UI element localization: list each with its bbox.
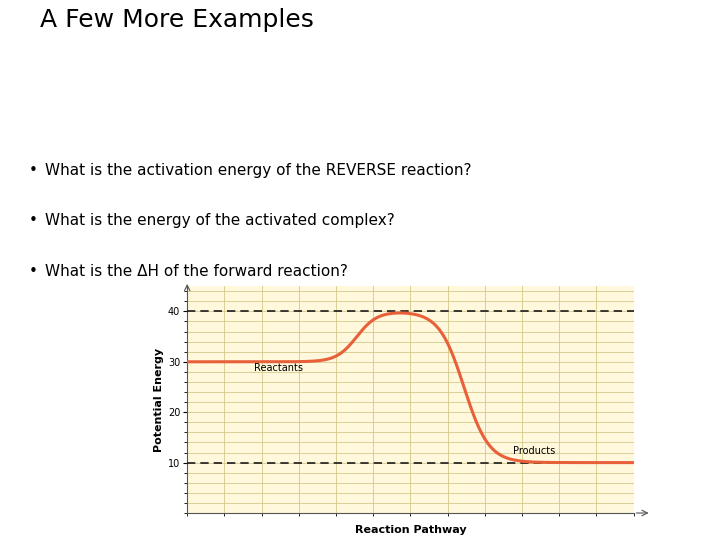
X-axis label: Reaction Pathway: Reaction Pathway: [354, 525, 467, 535]
Text: Products: Products: [513, 446, 555, 456]
Text: •: •: [29, 213, 37, 228]
Text: •: •: [29, 264, 37, 279]
Y-axis label: Potential Energy: Potential Energy: [153, 348, 163, 451]
Text: Reactants: Reactants: [254, 363, 303, 373]
Text: A Few More Examples: A Few More Examples: [40, 9, 313, 32]
Text: What is the energy of the activated complex?: What is the energy of the activated comp…: [45, 213, 395, 228]
Text: •: •: [29, 163, 37, 178]
Text: What is the activation energy of the REVERSE reaction?: What is the activation energy of the REV…: [45, 163, 471, 178]
Text: What is the ΔH of the forward reaction?: What is the ΔH of the forward reaction?: [45, 264, 348, 279]
